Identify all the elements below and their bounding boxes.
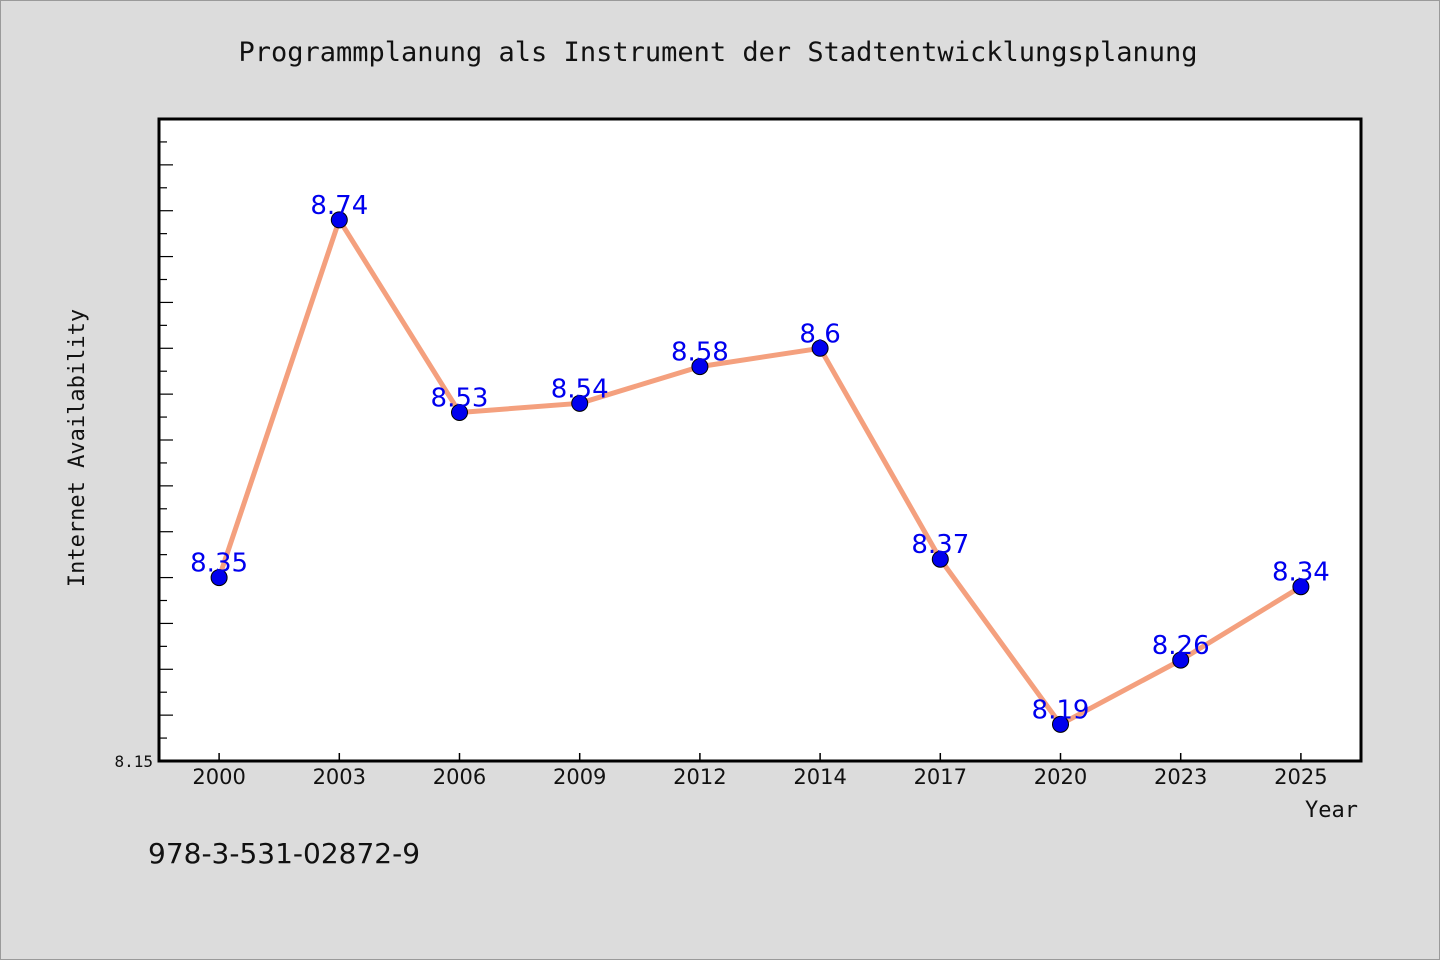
data-label: 8.26 bbox=[1152, 631, 1210, 661]
x-tick-label: 2003 bbox=[313, 765, 366, 789]
plot-area bbox=[157, 117, 1363, 763]
chart-title: Programmplanung als Instrument der Stadt… bbox=[238, 37, 1197, 68]
data-point bbox=[691, 358, 709, 376]
y-axis-ticks: 8.15 bbox=[114, 118, 173, 771]
data-label: 8.53 bbox=[431, 383, 489, 413]
y-tick-label: 8.15 bbox=[114, 752, 153, 771]
data-point bbox=[1172, 651, 1190, 669]
data-point bbox=[1292, 578, 1310, 596]
data-point bbox=[571, 394, 589, 412]
data-point bbox=[210, 569, 228, 587]
x-tick-label: 2006 bbox=[433, 765, 486, 789]
x-tick-label: 2025 bbox=[1274, 765, 1327, 789]
x-axis-title: Year bbox=[1305, 798, 1358, 823]
data-point bbox=[451, 403, 468, 421]
data-point bbox=[330, 211, 348, 229]
x-tick-label: 2020 bbox=[1034, 765, 1087, 789]
data-label: 8.58 bbox=[671, 338, 729, 368]
x-tick-label: 2012 bbox=[673, 765, 726, 789]
isbn-text: 978-3-531-02872-9 bbox=[148, 837, 420, 870]
data-point bbox=[1052, 715, 1069, 733]
series-layer: 8.35 8.74 8.53 8.54 8.58 8.6 8.37 8.19 8.26 8.34 bbox=[190, 191, 1330, 733]
data-label: 8.35 bbox=[190, 549, 248, 579]
data-label: 8.74 bbox=[310, 191, 368, 221]
x-tick-label: 2017 bbox=[914, 765, 967, 789]
data-label: 8.37 bbox=[911, 530, 969, 560]
data-label: 8.54 bbox=[551, 374, 609, 404]
x-tick-label: 2009 bbox=[553, 765, 606, 789]
data-label: 8.6 bbox=[799, 319, 840, 349]
x-tick-label: 2023 bbox=[1154, 765, 1207, 789]
data-point bbox=[931, 550, 949, 568]
series-line bbox=[216, 217, 1303, 727]
x-tick-label: 2000 bbox=[192, 765, 245, 789]
y-axis-title: Internet Availability bbox=[65, 309, 90, 587]
data-label: 8.19 bbox=[1032, 695, 1090, 725]
data-point bbox=[811, 339, 829, 357]
x-tick-label: 2014 bbox=[793, 765, 846, 789]
data-label: 8.34 bbox=[1272, 558, 1330, 588]
x-axis-ticks: 2000 2003 2006 2009 2012 2014 2017 2020 2023 2025 bbox=[192, 753, 1328, 789]
